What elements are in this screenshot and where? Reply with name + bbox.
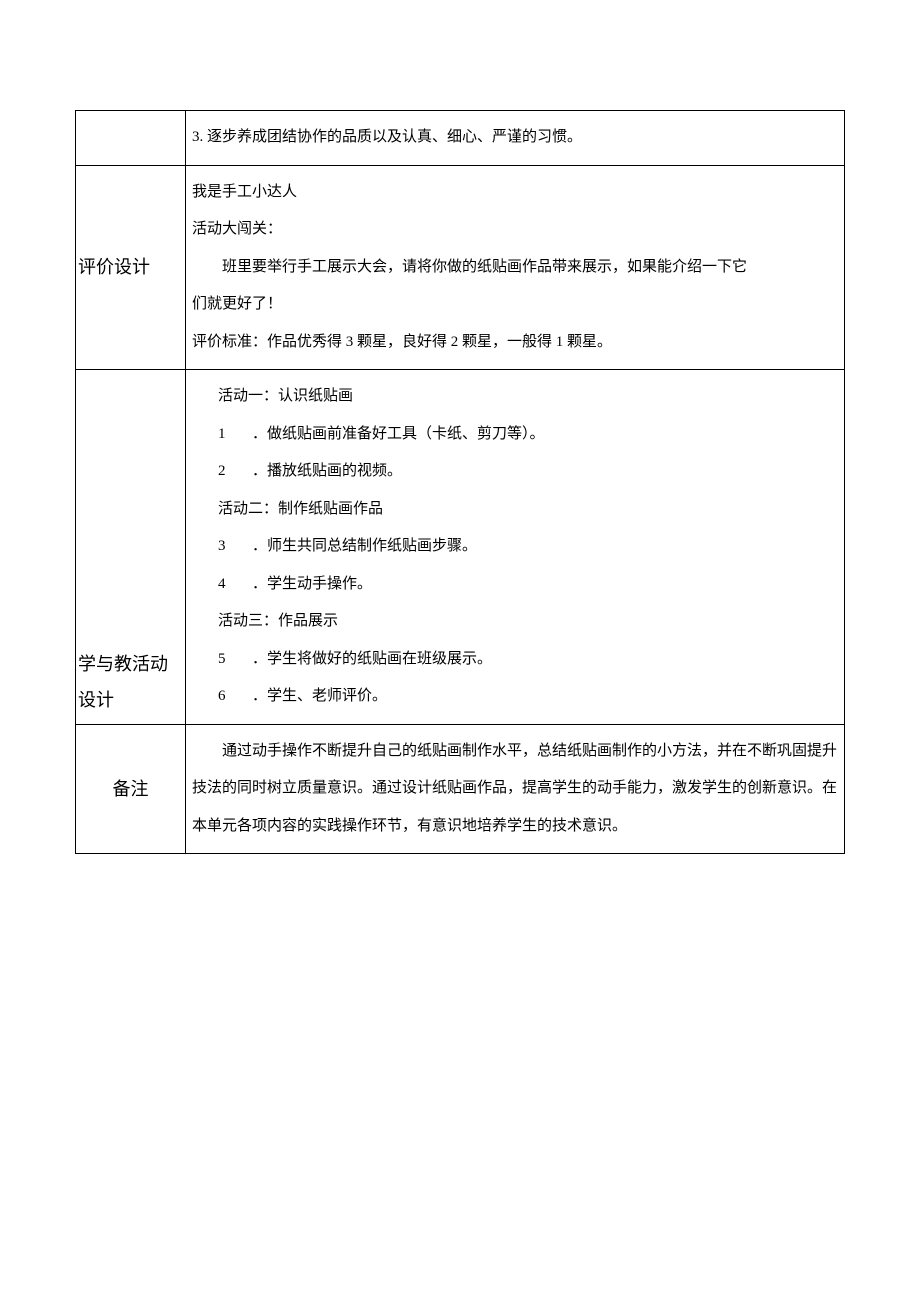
activity-item3: 3．师生共同总结制作纸贴画步骤。 <box>192 528 838 566</box>
row4-label-cell: 备注 <box>76 724 186 854</box>
item-text: ．师生共同总结制作纸贴画步骤。 <box>252 538 477 554</box>
activity3-heading: 活动三：作品展示 <box>192 603 838 641</box>
row4-label: 备注 <box>113 779 149 799</box>
item-num: 4 <box>218 566 252 604</box>
table-row: 评价设计 我是手工小达人 活动大闯关： 班里要举行手工展示大会，请将你做的纸贴画… <box>76 165 845 370</box>
activity2-heading: 活动二：制作纸贴画作品 <box>192 491 838 529</box>
item-num: 2 <box>218 453 252 491</box>
row3-label-cell: 学与教活动设计 <box>76 370 186 725</box>
item-text: ．学生将做好的纸贴画在班级展示。 <box>252 651 492 667</box>
row2-content-cell: 我是手工小达人 活动大闯关： 班里要举行手工展示大会，请将你做的纸贴画作品带来展… <box>186 165 845 370</box>
row3-label: 学与教活动设计 <box>78 654 168 710</box>
table-row: 学与教活动设计 活动一：认识纸贴画 1．做纸贴画前准备好工具（卡纸、剪刀等）。 … <box>76 370 845 725</box>
item-num: 1 <box>218 416 252 454</box>
row2-label: 评价设计 <box>78 257 150 277</box>
lesson-plan-table: 3. 逐步养成团结协作的品质以及认真、细心、严谨的习惯。 评价设计 我是手工小达… <box>75 110 845 854</box>
row4-content-cell: 通过动手操作不断提升自己的纸贴画制作水平，总结纸贴画制作的小方法，并在不断巩固提… <box>186 724 845 854</box>
row2-label-cell: 评价设计 <box>76 165 186 370</box>
activity-item5: 5．学生将做好的纸贴画在班级展示。 <box>192 641 838 679</box>
row2-line4: 们就更好了！ <box>192 286 838 324</box>
row3-content-cell: 活动一：认识纸贴画 1．做纸贴画前准备好工具（卡纸、剪刀等）。 2．播放纸贴画的… <box>186 370 845 725</box>
item-text: ．播放纸贴画的视频。 <box>252 463 402 479</box>
activity-item2: 2．播放纸贴画的视频。 <box>192 453 838 491</box>
item-text: ．学生、老师评价。 <box>252 688 387 704</box>
row2-line2: 活动大闯关： <box>192 211 838 249</box>
row2-line1: 我是手工小达人 <box>192 174 838 212</box>
item-text: ．学生动手操作。 <box>252 576 372 592</box>
activity1-heading: 活动一：认识纸贴画 <box>192 378 838 416</box>
row1-label-cell <box>76 111 186 166</box>
item-text: ．做纸贴画前准备好工具（卡纸、剪刀等）。 <box>252 426 545 442</box>
activity-item1: 1．做纸贴画前准备好工具（卡纸、剪刀等）。 <box>192 416 838 454</box>
table-row: 3. 逐步养成团结协作的品质以及认真、细心、严谨的习惯。 <box>76 111 845 166</box>
table-row: 备注 通过动手操作不断提升自己的纸贴画制作水平，总结纸贴画制作的小方法，并在不断… <box>76 724 845 854</box>
item-num: 6 <box>218 678 252 716</box>
item-num: 3 <box>218 528 252 566</box>
row1-content-cell: 3. 逐步养成团结协作的品质以及认真、细心、严谨的习惯。 <box>186 111 845 166</box>
item-num: 5 <box>218 641 252 679</box>
activity-item6: 6．学生、老师评价。 <box>192 678 838 716</box>
row1-line: 3. 逐步养成团结协作的品质以及认真、细心、严谨的习惯。 <box>192 119 838 157</box>
activity-item4: 4．学生动手操作。 <box>192 566 838 604</box>
row4-paragraph: 通过动手操作不断提升自己的纸贴画制作水平，总结纸贴画制作的小方法，并在不断巩固提… <box>192 733 838 846</box>
row2-line5: 评价标准：作品优秀得 3 颗星，良好得 2 颗星，一般得 1 颗星。 <box>192 324 838 362</box>
row2-line3: 班里要举行手工展示大会，请将你做的纸贴画作品带来展示，如果能介绍一下它 <box>192 249 838 287</box>
